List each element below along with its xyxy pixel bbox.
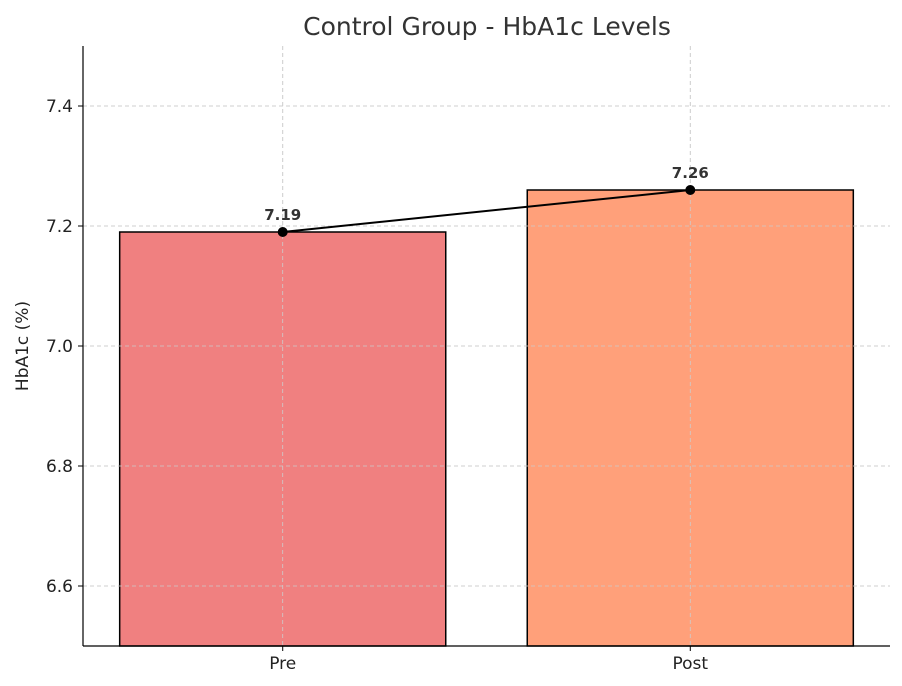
y-tick-label: 7.4 [46,97,73,117]
data-point-marker [277,227,288,237]
tick-labels: 6.6 6.8 7.0 7.2 7.4 Pre Post [46,97,708,674]
bars [83,46,890,647]
y-tick-label: 6.8 [46,457,73,477]
data-label: 7.19 [264,206,301,224]
chart-title: Control Group - HbA1c Levels [303,12,671,41]
data-label: 7.26 [672,164,709,182]
trend-line: 7.19 7.26 [264,164,709,237]
y-axis-label: HbA1c (%) [13,301,33,391]
y-tick-label: 6.6 [46,577,73,597]
data-point-marker [685,185,696,195]
y-tick-label: 7.0 [46,337,73,357]
trend-line-path [282,189,691,233]
y-tick-label: 7.2 [46,217,73,237]
x-tick-label: Pre [269,654,296,674]
x-tick-label: Post [672,654,708,674]
